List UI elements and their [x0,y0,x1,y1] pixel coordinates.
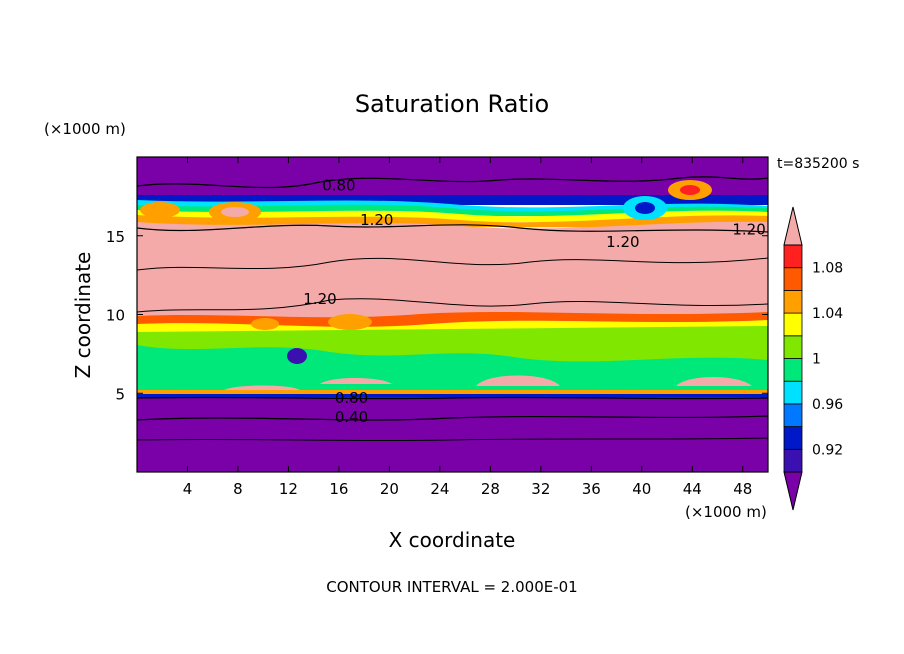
x-axis-label: X coordinate [389,528,516,552]
contour-label: 1.20 [732,220,765,238]
x-tick-label: 16 [329,480,348,498]
band-pink [137,221,768,322]
contour-label: 1.20 [606,233,639,251]
contour-label: 0.40 [335,408,368,426]
patch-pink-4 [224,385,300,390]
contour-label: 0.80 [335,389,368,407]
colorbar-box [783,403,803,427]
colorbar-label: 1.04 [812,306,843,322]
contour-120-mid [137,257,768,271]
x-tick-label: 20 [380,480,399,498]
x-tick-label: 36 [582,480,601,498]
colorbar-box [783,312,803,337]
blob-orange-mid2 [251,318,279,330]
contour-label: 1.20 [360,211,393,229]
chart-title: Saturation Ratio [355,90,549,118]
colorbar-box [783,380,803,405]
band-orange-low [137,390,768,394]
band-bottom-purple [137,397,768,472]
saturation-field [137,157,768,472]
colorbar-label: 0.92 [812,442,843,458]
contour-interval-footer: CONTOUR INTERVAL = 2.000E-01 [326,578,577,596]
contour-080-top [137,176,768,189]
x-tick-label: 40 [632,480,651,498]
y-axis-label: Z coordinate [71,252,95,379]
contour-label: 0.80 [322,176,355,194]
contour-120-low [137,298,768,313]
colorbar-box [783,267,803,291]
blob-blue-mid [287,348,307,364]
colorbar-box [783,335,803,359]
x-tick-label: 12 [279,480,298,498]
colorbar-low-triangle [783,471,803,511]
colorbar-box [783,244,803,269]
patch-pink-3 [676,377,752,386]
x-tick-label: 4 [183,480,193,498]
x-tick-label: 48 [733,480,752,498]
colorbar-high-triangle [783,206,803,246]
y-tick-label: 10 [106,307,125,325]
colorbar-label: 1.08 [812,261,843,277]
contour-labels: 0.801.201.201.201.200.800.40 [303,176,765,426]
contour-label: 1.20 [303,290,336,308]
x-tick-label: 24 [430,480,449,498]
colorbar-box [783,448,803,473]
time-label: t=835200 s [777,156,859,172]
patch-pink-2 [476,375,560,386]
y-unit-label: (×1000 m) [44,120,126,138]
x-tick-label: 32 [531,480,550,498]
contour-040-low [137,415,768,421]
blob-blue-1 [635,202,655,214]
blob-orange-mid [328,314,372,330]
colorbar: 0.92 0.96 1 1.04 1.08 [783,206,843,511]
x-tick-label: 28 [481,480,500,498]
band-top-purple [137,157,768,195]
colorbar-box [783,426,803,450]
contour-120-top [137,224,768,233]
colorbar-box [783,358,803,382]
x-unit-label: (×1000 m) [685,503,767,521]
y-tick-label: 15 [106,228,125,246]
patch-pink-1 [320,378,392,384]
colorbar-box [783,289,803,314]
blob-pink-1 [221,207,249,217]
colorbar-label: 1 [812,352,821,368]
x-tick-label: 44 [683,480,702,498]
colorbar-label: 0.96 [812,397,843,413]
blob-orange-3 [140,202,180,218]
x-tick-label: 8 [233,480,243,498]
band-blue-low [137,394,768,398]
contour-080-low [137,396,768,400]
contour-020-low [137,437,768,442]
y-tick-label: 5 [115,385,125,403]
blob-red-2 [680,185,700,195]
